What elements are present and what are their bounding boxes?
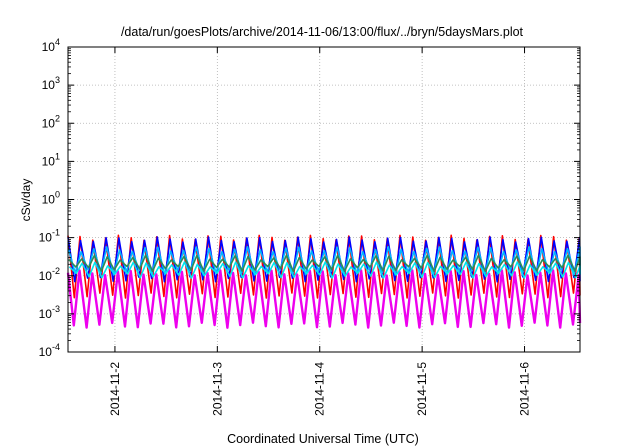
y-axis-label: cSv/day (19, 179, 33, 222)
series-line (68, 254, 581, 273)
x-tick-label: 2014-11-4 (313, 362, 327, 416)
chart-title: /data/run/goesPlots/archive/2014-11-06/1… (121, 25, 524, 39)
series-layer (66, 234, 582, 329)
x-axis-ticks: 2014-11-2 2014-11-3 2014-11-4 2014-11-5 2014… (108, 47, 532, 416)
x-tick-label: 2014-11-5 (415, 362, 429, 416)
x-tick-label: 2014-11-6 (518, 362, 532, 416)
x-tick-label: 2014-11-2 (108, 362, 122, 416)
x-tick-label: 2014-11-3 (210, 362, 224, 416)
series-line (66, 269, 582, 329)
x-axis-label: Coordinated Universal Time (UTC) (227, 432, 419, 446)
series-line (68, 261, 581, 279)
